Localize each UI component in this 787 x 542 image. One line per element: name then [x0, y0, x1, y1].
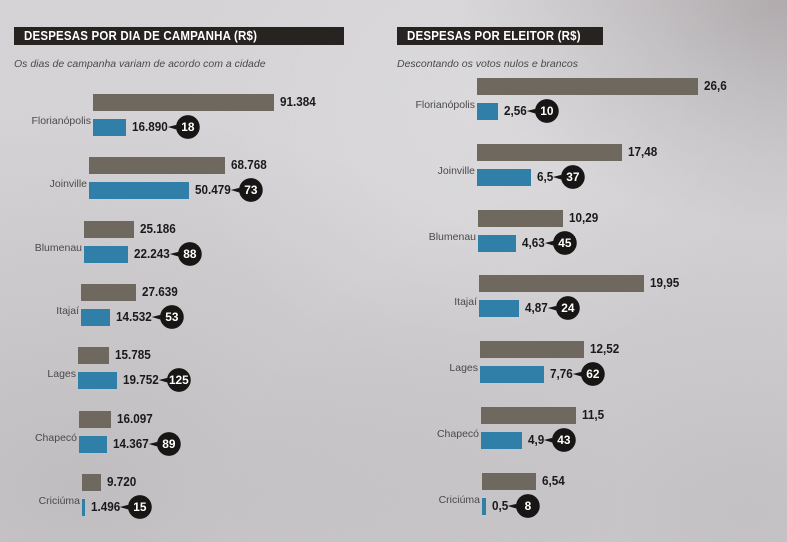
svg-text:43: 43 — [557, 433, 571, 447]
svg-text:10: 10 — [540, 104, 554, 118]
svg-text:73: 73 — [244, 183, 258, 197]
svg-text:62: 62 — [586, 367, 600, 381]
svg-text:18: 18 — [181, 120, 195, 134]
svg-text:37: 37 — [566, 170, 580, 184]
svg-text:15: 15 — [134, 500, 148, 514]
svg-text:24: 24 — [561, 301, 575, 315]
svg-text:88: 88 — [183, 247, 197, 261]
svg-text:89: 89 — [162, 436, 176, 450]
svg-text:53: 53 — [165, 310, 179, 324]
svg-text:125: 125 — [169, 373, 189, 387]
svg-text:8: 8 — [525, 499, 532, 513]
svg-text:45: 45 — [558, 236, 572, 250]
